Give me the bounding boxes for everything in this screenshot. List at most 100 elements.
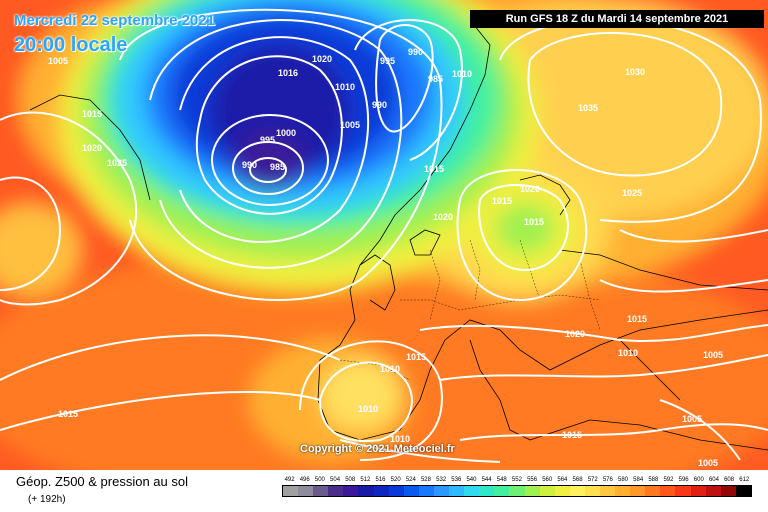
scale-swatch <box>630 486 646 496</box>
scale-label: 568 <box>572 477 583 483</box>
scale-label: 512 <box>360 477 371 483</box>
scale-swatch <box>720 486 736 496</box>
scale-label: 500 <box>314 477 325 483</box>
scale-label: 580 <box>618 477 629 483</box>
scale-label: 540 <box>466 477 477 483</box>
scale-swatch <box>403 486 419 496</box>
isobar-label: 1015 <box>627 314 647 324</box>
scale-swatch <box>735 486 751 496</box>
scale-swatch <box>509 486 525 496</box>
scale-label: 592 <box>663 477 674 483</box>
isobar-label: 1010 <box>452 69 472 79</box>
isobar-label: 1035 <box>578 103 598 113</box>
isobar-label: 1020 <box>433 212 453 222</box>
scale-swatch <box>358 486 374 496</box>
isobar-label: 990 <box>242 160 257 170</box>
scale-label: 584 <box>633 477 644 483</box>
scale-swatch <box>615 486 631 496</box>
scale-swatch <box>554 486 570 496</box>
isobar-label: 1015 <box>524 217 544 227</box>
scale-swatch <box>464 486 480 496</box>
geopotential-field <box>0 0 768 470</box>
scale-label: 556 <box>527 477 538 483</box>
isobar-label: 1016 <box>278 68 298 78</box>
scale-label: 532 <box>436 477 447 483</box>
scale-swatch <box>599 486 616 496</box>
forecast-hour: 20:00 locale <box>14 34 128 56</box>
color-scale: 492 496 500 504 508 512 516 520 524 528 532 536 540 5… <box>282 477 752 497</box>
scale-swatch <box>343 486 359 496</box>
scale-swatch <box>449 486 465 496</box>
legend-title: Géop. Z500 & pression au sol <box>16 474 188 489</box>
copyright-text: Copyright © 2021 Meteociel.fr <box>300 443 455 455</box>
scale-label: 600 <box>693 477 704 483</box>
isobar-label: 990 <box>408 47 423 57</box>
isobar-label: 1015 <box>424 164 444 174</box>
scale-swatch <box>373 486 389 496</box>
scale-label: 572 <box>587 477 598 483</box>
isobar-label: 995 <box>260 135 275 145</box>
isobar-label: 1030 <box>625 67 645 77</box>
isobar-label: 1000 <box>276 128 296 138</box>
scale-swatch <box>418 486 434 496</box>
isobar-label: 1020 <box>520 184 540 194</box>
scale-swatch <box>283 486 299 496</box>
scale-swatch <box>584 486 600 496</box>
scale-label: 544 <box>481 477 492 483</box>
scale-swatch <box>675 486 691 496</box>
color-scale-bar <box>282 485 752 497</box>
isobar-label: 1005 <box>48 56 68 66</box>
isobar-label: 985 <box>428 74 443 84</box>
isobar-label: 1025 <box>107 158 127 168</box>
scale-swatch <box>645 486 661 496</box>
map-canvas: 1005 1015 1020 1025 1025 1016 1020 1010 … <box>0 0 768 470</box>
scale-swatch <box>494 486 510 496</box>
isobar-label: 1005 <box>703 350 723 360</box>
scale-label: 516 <box>375 477 386 483</box>
scale-swatch <box>539 486 555 496</box>
isobar-label: 1005 <box>340 120 360 130</box>
isobar-label: 1015 <box>492 196 512 206</box>
scale-label: 524 <box>405 477 416 483</box>
scale-label: 504 <box>330 477 341 483</box>
isobar-label: 1020 <box>82 143 102 153</box>
color-scale-labels: 492 496 500 504 508 512 516 520 524 528 532 536 540 5… <box>282 477 752 483</box>
scale-swatch <box>524 486 540 496</box>
forecast-date: Mercredi 22 septembre 2021 <box>14 12 215 29</box>
isobar-label: 1015 <box>562 430 582 440</box>
scale-swatch <box>298 486 314 496</box>
scale-label: 612 <box>739 477 750 483</box>
isobar-label: 1025 <box>622 188 642 198</box>
scale-label: 520 <box>390 477 401 483</box>
scale-swatch <box>433 486 450 496</box>
scale-label: 548 <box>496 477 507 483</box>
isobar-label: 1015 <box>406 352 426 362</box>
scale-label: 508 <box>345 477 356 483</box>
scale-swatch <box>690 486 706 496</box>
scale-label: 528 <box>420 477 431 483</box>
scale-swatch <box>569 486 585 496</box>
isobar-labels: 1005 1015 1020 1025 1025 1016 1020 1010 … <box>0 0 760 470</box>
scale-label: 588 <box>648 477 659 483</box>
scale-swatch <box>660 486 676 496</box>
isobar-label: 1005 <box>698 458 718 468</box>
isobar-label: 1010 <box>390 434 410 444</box>
isobar-label: 1010 <box>358 404 378 414</box>
scale-swatch <box>388 486 404 496</box>
isobar-label: 1015 <box>82 109 102 119</box>
scale-label: 608 <box>724 477 735 483</box>
scale-label: 536 <box>451 477 462 483</box>
isobar-label: 1020 <box>312 54 332 64</box>
isobar-label: 985 <box>270 162 285 172</box>
isobar-label: 1005 <box>682 414 702 424</box>
scale-label: 564 <box>557 477 568 483</box>
isobar-label: 990 <box>372 100 387 110</box>
run-info-banner: Run GFS 18 Z du Mardi 14 septembre 2021 <box>470 10 764 28</box>
scale-swatch <box>705 486 721 496</box>
scale-label: 576 <box>602 477 613 483</box>
scale-label: 604 <box>708 477 719 483</box>
scale-swatch <box>313 486 329 496</box>
isobar-label: 1015 <box>58 409 78 419</box>
isobar-label: 1010 <box>335 82 355 92</box>
